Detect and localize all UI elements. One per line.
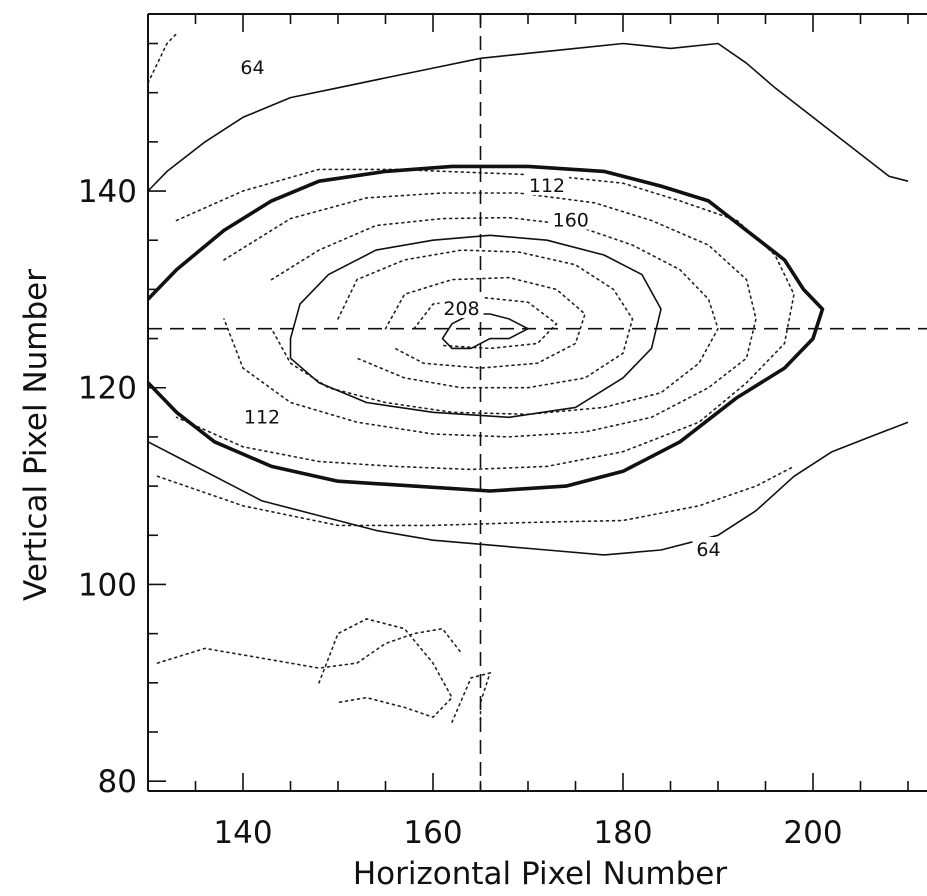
contour-label-3: 208 — [443, 298, 479, 320]
contour-label-bg-0 — [236, 55, 269, 78]
dotted-contour-8 — [318, 618, 453, 719]
contour-label-bg-2 — [548, 207, 593, 230]
x-tick-label-180: 180 — [593, 815, 652, 851]
contour-112-2 — [146, 164, 825, 493]
dotted-contour-4 — [384, 276, 586, 369]
y-tick-label-100: 100 — [78, 567, 137, 603]
contour-label-bg-4 — [240, 404, 284, 427]
y-tick-label-80: 80 — [98, 764, 137, 800]
dotted-contour-10 — [147, 32, 178, 84]
dotted-contour-1 — [223, 192, 757, 438]
x-tick-label-200: 200 — [783, 815, 842, 851]
y-tick-label-140: 140 — [78, 174, 137, 210]
dotted-contour-6 — [156, 465, 795, 527]
contour-lines — [146, 14, 927, 791]
contour-label-5: 64 — [696, 539, 720, 561]
contour-label-bg-5 — [692, 537, 725, 560]
contour-label-1: 112 — [529, 175, 565, 197]
contour-label-0: 64 — [240, 57, 264, 79]
contour-label-4: 112 — [244, 406, 280, 428]
contour-label-bg-3 — [439, 296, 484, 319]
x-tick-label-160: 160 — [403, 815, 462, 851]
dotted-contour-3 — [337, 249, 634, 389]
y-tick-label-120: 120 — [78, 371, 137, 407]
contour-160-3 — [289, 234, 662, 419]
y-axis-title: Vertical Pixel Number — [18, 269, 54, 601]
contour-64-1 — [147, 421, 909, 556]
dotted-contour-9 — [451, 671, 492, 723]
contour-label-bg-1 — [525, 173, 569, 196]
contour-64-0 — [147, 42, 909, 192]
contour-labels: 64 112 160 208 112 64 — [236, 55, 725, 561]
dotted-contour-5 — [413, 296, 558, 350]
contour-label-2: 160 — [553, 210, 589, 232]
dotted-contour-2 — [270, 216, 719, 416]
x-axis-title: Horizontal Pixel Number — [353, 856, 727, 892]
axes: 140 160 180 200 80 100 120 140 — [78, 13, 927, 851]
x-tick-label-140: 140 — [213, 815, 272, 851]
dotted-contour-7 — [156, 627, 463, 669]
